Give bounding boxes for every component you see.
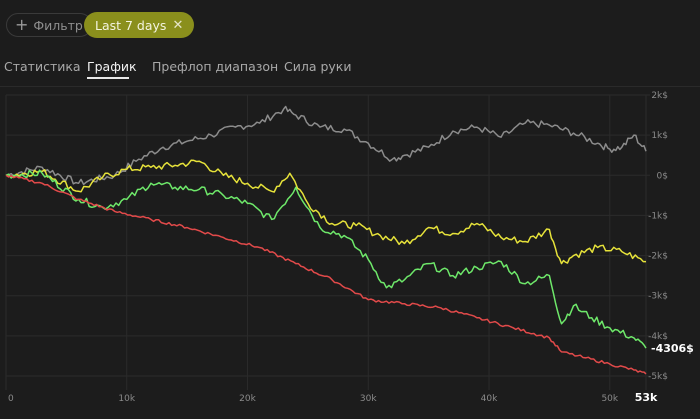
chart-lines: [5, 105, 647, 375]
series-line-3: [5, 174, 647, 375]
tab-bar: Статистика График Префлоп диапазон Сила …: [0, 55, 700, 85]
series-line-2: [5, 169, 647, 349]
y-tick-label: 2k$: [651, 91, 668, 101]
chart-labels: 2k$ 1k$ 0$ -1k$ -2k$ -3k$ -4k$ -5k$ 0 10k 20k 30k 40…: [8, 91, 694, 404]
y-tick-label: -4k$: [648, 332, 668, 342]
x-tick-label: 30k: [360, 394, 377, 404]
y-tick-label: -5k$: [648, 372, 668, 382]
period-filter-chip[interactable]: Last 7 days ✕: [84, 12, 195, 38]
add-filter-button[interactable]: + Фильтр: [6, 13, 92, 37]
chart-grid: [5, 94, 650, 390]
x-tick-label: 20k: [239, 394, 256, 404]
x-tick-label: 40k: [481, 394, 498, 404]
y-tick-label: 1k$: [651, 131, 668, 141]
y-tick-label: -3k$: [648, 292, 668, 302]
series-line-0: [5, 105, 647, 186]
tab-statistics[interactable]: Статистика: [4, 59, 81, 74]
plus-icon: +: [15, 15, 29, 34]
top-toolbar: + Фильтр Last 7 days ✕: [0, 0, 700, 50]
y-tick-label: 0$: [657, 171, 668, 181]
tab-preflop-range[interactable]: Префлоп диапазон: [152, 59, 279, 74]
y-tick-label: -2k$: [648, 252, 668, 262]
series-line-1: [5, 159, 646, 265]
close-icon[interactable]: ✕: [172, 17, 184, 33]
active-tab-indicator: [87, 77, 129, 79]
filter-button-label: Фильтр: [33, 17, 83, 33]
x-tick-label: 10k: [118, 394, 135, 404]
end-value-label: -4306$: [651, 342, 694, 355]
tab-hand-strength[interactable]: Сила руки: [284, 59, 352, 74]
x-tick-label: 0: [8, 394, 14, 404]
x-tick-label: 50k: [601, 394, 618, 404]
tab-chart[interactable]: График: [87, 59, 137, 74]
y-tick-label: -1k$: [648, 211, 668, 221]
header-divider: [0, 86, 700, 87]
x-end-label: 53k: [635, 391, 658, 404]
period-chip-label: Last 7 days: [95, 17, 167, 33]
